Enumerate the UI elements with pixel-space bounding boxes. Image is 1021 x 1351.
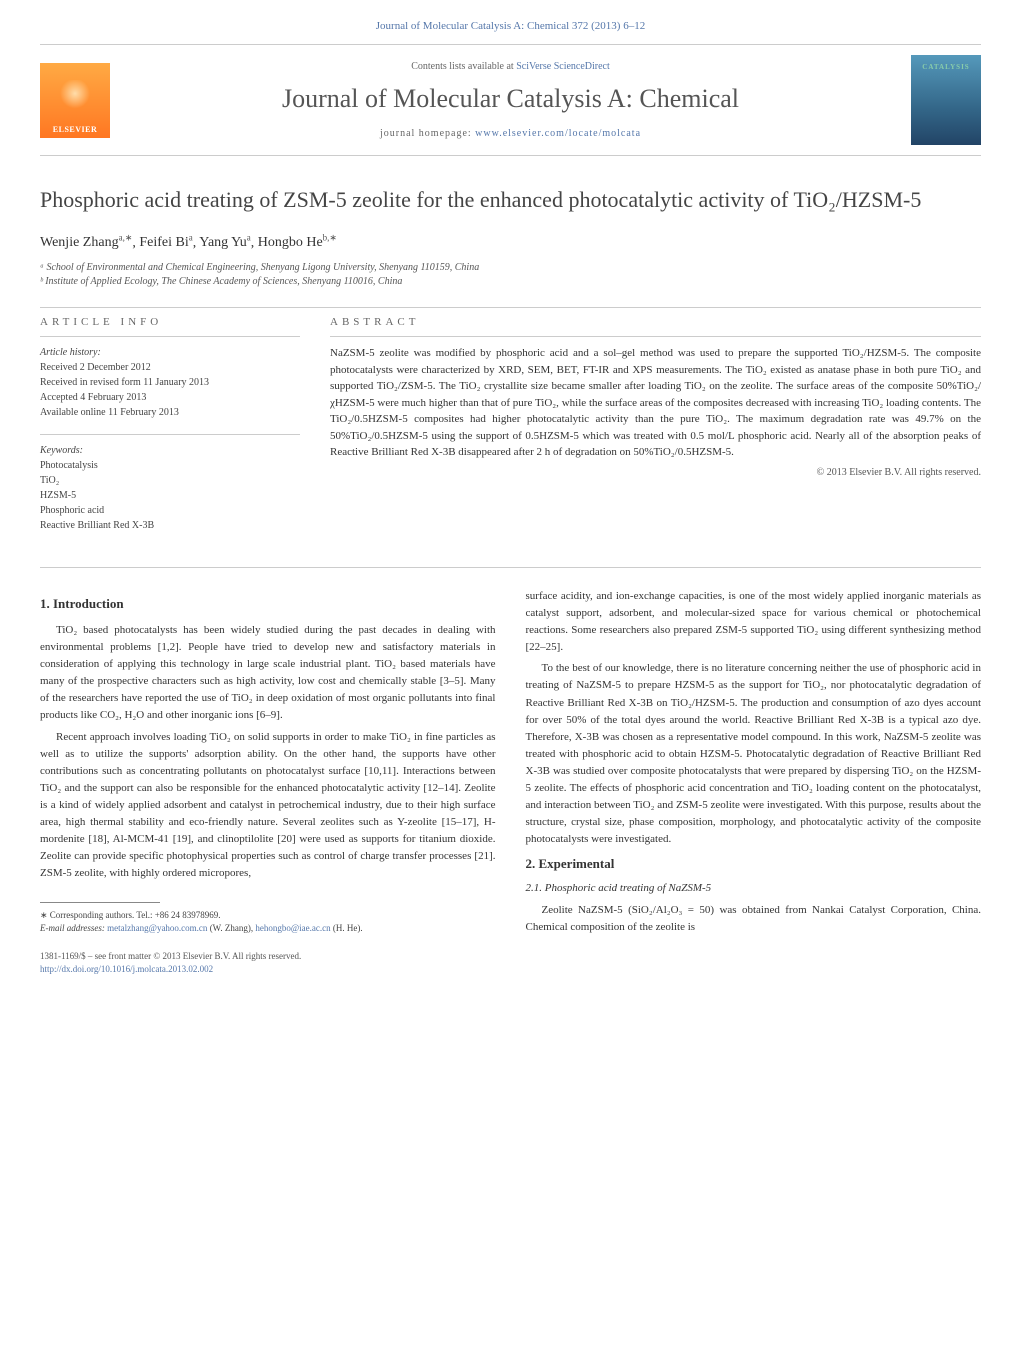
divider bbox=[40, 307, 981, 308]
sciencedirect-link[interactable]: SciVerse ScienceDirect bbox=[516, 61, 610, 72]
homepage-label: journal homepage: bbox=[380, 128, 475, 139]
keywords-label: Keywords: bbox=[40, 443, 300, 458]
top-citation[interactable]: Journal of Molecular Catalysis A: Chemic… bbox=[40, 20, 981, 32]
history-3: Available online 11 February 2013 bbox=[40, 405, 300, 420]
history-1: Received in revised form 11 January 2013 bbox=[40, 375, 300, 390]
experimental-heading: 2. Experimental bbox=[526, 856, 982, 872]
history-0: Received 2 December 2012 bbox=[40, 360, 300, 375]
article-history: Article history: Received 2 December 201… bbox=[40, 345, 300, 420]
contents-text: Contents lists available at bbox=[411, 61, 516, 72]
cover-label: CATALYSIS bbox=[922, 63, 969, 71]
email-1[interactable]: metalzhang@yahoo.com.cn bbox=[107, 923, 207, 933]
author-2[interactable]: Yang Yua bbox=[199, 235, 250, 250]
tree-icon bbox=[55, 80, 95, 125]
intro-para-1: TiO₂ based photocatalysts has been widel… bbox=[40, 622, 496, 724]
journal-cover[interactable]: CATALYSIS bbox=[911, 55, 981, 145]
journal-name: Journal of Molecular Catalysis A: Chemic… bbox=[110, 84, 911, 114]
email-2-who: (H. He). bbox=[331, 923, 363, 933]
intro-para-3: surface acidity, and ion-exchange capaci… bbox=[526, 588, 982, 656]
experimental-sub-1: 2.1. Phosphoric acid treating of NaZSM-5 bbox=[526, 882, 982, 894]
right-column: surface acidity, and ion-exchange capaci… bbox=[526, 588, 982, 975]
contents-line: Contents lists available at SciVerse Sci… bbox=[110, 61, 911, 72]
authors: Wenjie Zhanga,∗, Feifei Bia, Yang Yua, H… bbox=[40, 233, 981, 252]
email-1-who: (W. Zhang), bbox=[207, 923, 253, 933]
homepage-link[interactable]: www.elsevier.com/locate/molcata bbox=[475, 128, 641, 139]
article-info: ARTICLE INFO Article history: Received 2… bbox=[40, 316, 300, 547]
front-matter-line: 1381-1169/$ – see front matter © 2013 El… bbox=[40, 950, 496, 963]
intro-para-4: To the best of our knowledge, there is n… bbox=[526, 660, 982, 848]
email-label: E-mail addresses: bbox=[40, 923, 105, 933]
affiliations: ᵃ School of Environmental and Chemical E… bbox=[40, 261, 981, 289]
corresponding-footnote: ∗ Corresponding authors. Tel.: +86 24 83… bbox=[40, 909, 496, 934]
publisher-name: ELSEVIER bbox=[53, 125, 97, 134]
keywords: Keywords: Photocatalysis TiO₂ HZSM-5 Pho… bbox=[40, 443, 300, 533]
left-column: 1. Introduction TiO₂ based photocatalyst… bbox=[40, 588, 496, 975]
abstract-text: NaZSM-5 zeolite was modified by phosphor… bbox=[330, 345, 981, 461]
main-columns: 1. Introduction TiO₂ based photocatalyst… bbox=[40, 588, 981, 975]
abstract: ABSTRACT NaZSM-5 zeolite was modified by… bbox=[330, 316, 981, 547]
keyword-3: Phosphoric acid bbox=[40, 503, 300, 518]
keyword-1: TiO₂ bbox=[40, 473, 300, 488]
email-line: E-mail addresses: metalzhang@yahoo.com.c… bbox=[40, 922, 496, 935]
history-label: Article history: bbox=[40, 345, 300, 360]
divider bbox=[40, 434, 300, 435]
article-title: Phosphoric acid treating of ZSM-5 zeolit… bbox=[40, 186, 981, 215]
author-3[interactable]: Hongbo Heb,∗ bbox=[258, 235, 337, 250]
masthead: ELSEVIER Contents lists available at Sci… bbox=[40, 44, 981, 156]
homepage-line: journal homepage: www.elsevier.com/locat… bbox=[110, 128, 911, 139]
masthead-center: Contents lists available at SciVerse Sci… bbox=[110, 61, 911, 139]
divider bbox=[40, 336, 300, 337]
corr-line: ∗ Corresponding authors. Tel.: +86 24 83… bbox=[40, 909, 496, 922]
doi-link[interactable]: http://dx.doi.org/10.1016/j.molcata.2013… bbox=[40, 964, 213, 974]
affiliation-a: ᵃ School of Environmental and Chemical E… bbox=[40, 261, 981, 275]
divider bbox=[330, 336, 981, 337]
abstract-copyright: © 2013 Elsevier B.V. All rights reserved… bbox=[330, 467, 981, 478]
author-0[interactable]: Wenjie Zhanga,∗ bbox=[40, 235, 132, 250]
history-2: Accepted 4 February 2013 bbox=[40, 390, 300, 405]
exp-para-1: Zeolite NaZSM-5 (SiO₂/Al₂O₃ = 50) was ob… bbox=[526, 902, 982, 936]
affiliation-b: ᵇ Institute of Applied Ecology, The Chin… bbox=[40, 275, 981, 289]
abstract-heading: ABSTRACT bbox=[330, 316, 981, 328]
footer-meta: 1381-1169/$ – see front matter © 2013 El… bbox=[40, 950, 496, 975]
keyword-2: HZSM-5 bbox=[40, 488, 300, 503]
author-1[interactable]: Feifei Bia bbox=[139, 235, 192, 250]
footnote-divider bbox=[40, 902, 160, 903]
intro-heading: 1. Introduction bbox=[40, 596, 496, 612]
email-2[interactable]: hehongbo@iae.ac.cn bbox=[255, 923, 330, 933]
intro-para-2: Recent approach involves loading TiO₂ on… bbox=[40, 729, 496, 882]
article-info-heading: ARTICLE INFO bbox=[40, 316, 300, 328]
publisher-logo[interactable]: ELSEVIER bbox=[40, 63, 110, 138]
info-abstract-row: ARTICLE INFO Article history: Received 2… bbox=[40, 316, 981, 547]
divider bbox=[40, 567, 981, 568]
keyword-4: Reactive Brilliant Red X-3B bbox=[40, 518, 300, 533]
keyword-0: Photocatalysis bbox=[40, 458, 300, 473]
